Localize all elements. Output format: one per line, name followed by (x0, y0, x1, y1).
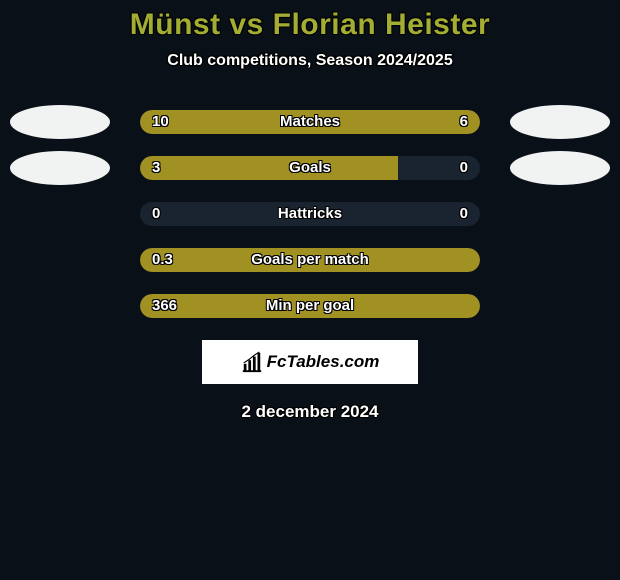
subtitle: Club competitions, Season 2024/2025 (0, 52, 620, 70)
stat-row: 0.3Goals per match (0, 248, 620, 272)
stat-label: Min per goal (140, 294, 480, 318)
player-photo-left (10, 105, 110, 139)
player-photo-right (510, 151, 610, 185)
bar-track: 366Min per goal (140, 294, 480, 318)
player-photo-left (10, 151, 110, 185)
logo-text: FcTables.com (267, 352, 380, 372)
stats-rows: 106Matches 30Goals 00Hattricks 0.3Goals per… (0, 110, 620, 318)
stat-row: 366Min per goal (0, 294, 620, 318)
date-line: 2 december 2024 (0, 402, 620, 422)
bar-track: 30Goals (140, 156, 480, 180)
page-title: Münst vs Florian Heister (0, 8, 620, 42)
stat-row: 30Goals (0, 156, 620, 180)
logo-box: FcTables.com (202, 340, 418, 384)
bar-track: 106Matches (140, 110, 480, 134)
bar-track: 0.3Goals per match (140, 248, 480, 272)
stat-label: Goals per match (140, 248, 480, 272)
stat-label: Hattricks (140, 202, 480, 226)
bar-chart-icon (241, 351, 263, 373)
bar-track: 00Hattricks (140, 202, 480, 226)
stat-row: 106Matches (0, 110, 620, 134)
player-photo-right (510, 105, 610, 139)
stat-label: Goals (140, 156, 480, 180)
stat-row: 00Hattricks (0, 202, 620, 226)
stat-label: Matches (140, 110, 480, 134)
